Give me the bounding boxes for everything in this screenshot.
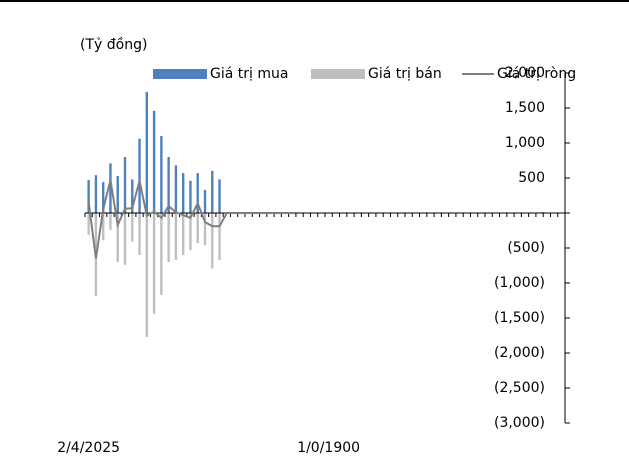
- bar: [218, 179, 221, 213]
- legend-label: Giá trị bán: [368, 66, 442, 82]
- bar: [138, 213, 141, 255]
- bar: [116, 213, 119, 262]
- y-tick-label: 500: [518, 170, 545, 186]
- bar: [203, 189, 207, 213]
- bar: [131, 179, 134, 213]
- x-tick-label: 1/0/1900: [297, 440, 360, 456]
- y-tick-label: (2,500): [494, 380, 545, 396]
- bar: [101, 213, 105, 241]
- y-tick-label: (500): [507, 240, 545, 256]
- bar: [109, 163, 112, 213]
- y-tick-label: (1,000): [494, 275, 545, 291]
- y-tick-label: 1,500: [505, 100, 545, 116]
- bar: [152, 110, 156, 213]
- legend-label: Giá trị ròng: [497, 66, 576, 82]
- bar: [181, 173, 185, 213]
- bar: [211, 213, 214, 269]
- bar: [160, 213, 163, 295]
- y-tick-label: 1,000: [505, 135, 545, 151]
- bar: [160, 136, 163, 213]
- line: [87, 179, 293, 259]
- bar: [145, 91, 149, 213]
- bar: [189, 180, 192, 213]
- bar: [123, 213, 127, 265]
- bar: [109, 213, 112, 230]
- bar: [131, 213, 134, 242]
- bar: [94, 175, 98, 213]
- bar: [203, 213, 207, 246]
- x-tick-label: 2/4/2025: [57, 440, 120, 456]
- bar: [218, 213, 221, 260]
- bar: [211, 171, 214, 213]
- y-tick-label: (3,000): [494, 415, 545, 431]
- bar: [174, 213, 178, 260]
- y-tick-label: (1,500): [494, 310, 545, 326]
- bar: [145, 213, 149, 337]
- bar: [196, 213, 199, 244]
- legend-swatch: [311, 69, 365, 79]
- bar: [116, 175, 119, 213]
- bar: [189, 213, 192, 251]
- bar: [138, 138, 141, 213]
- bar: [196, 173, 199, 213]
- bar: [87, 180, 90, 213]
- unit-label: (Tỷ đồng): [80, 36, 147, 53]
- legend-swatch: [153, 69, 207, 79]
- bar: [152, 213, 156, 314]
- legend-label: Giá trị mua: [210, 66, 288, 82]
- y-tick-label: (2,000): [494, 345, 545, 361]
- y-tick-label: 2,000: [505, 65, 545, 81]
- bar: [174, 165, 178, 213]
- bar: [167, 157, 170, 213]
- bar: [123, 157, 127, 213]
- bar: [181, 213, 185, 255]
- bar: [167, 213, 170, 262]
- bar: [101, 182, 105, 213]
- bar: [87, 213, 90, 235]
